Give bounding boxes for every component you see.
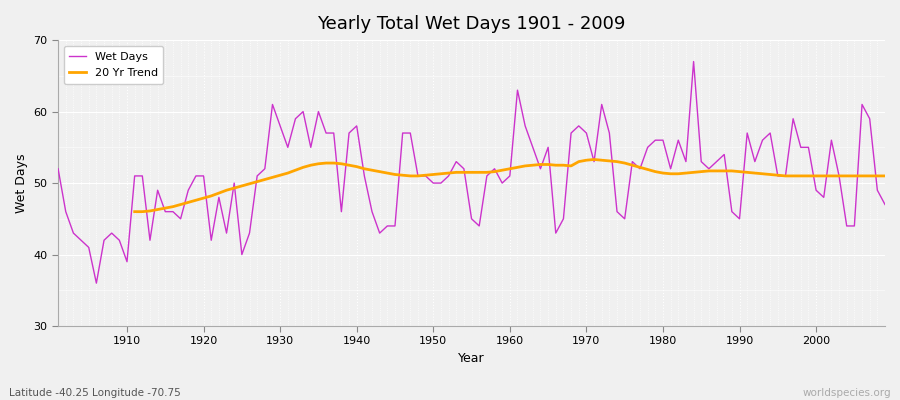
- Wet Days: [336, 209, 346, 214]
- Wet Days: [604, 131, 615, 136]
- 20 Yr Trend: [359, 166, 370, 171]
- Line: 20 Yr Trend: 20 Yr Trend: [135, 160, 885, 212]
- Wet Days: [504, 174, 515, 178]
- 20 Yr Trend: [726, 168, 737, 173]
- Wet Days: [688, 59, 699, 64]
- Line: Wet Days: Wet Days: [58, 62, 885, 283]
- Legend: Wet Days, 20 Yr Trend: Wet Days, 20 Yr Trend: [64, 46, 164, 84]
- Wet Days: [879, 202, 890, 207]
- Text: worldspecies.org: worldspecies.org: [803, 388, 891, 398]
- 20 Yr Trend: [130, 209, 140, 214]
- Title: Yearly Total Wet Days 1901 - 2009: Yearly Total Wet Days 1901 - 2009: [318, 15, 626, 33]
- 20 Yr Trend: [328, 161, 339, 166]
- X-axis label: Year: Year: [458, 352, 485, 365]
- Wet Days: [512, 88, 523, 92]
- 20 Yr Trend: [879, 174, 890, 178]
- Wet Days: [122, 259, 132, 264]
- Wet Days: [290, 116, 301, 121]
- 20 Yr Trend: [589, 157, 599, 162]
- Y-axis label: Wet Days: Wet Days: [15, 153, 28, 213]
- Wet Days: [53, 166, 64, 171]
- 20 Yr Trend: [527, 163, 538, 168]
- 20 Yr Trend: [504, 166, 515, 171]
- Wet Days: [91, 281, 102, 286]
- 20 Yr Trend: [305, 163, 316, 168]
- Text: Latitude -40.25 Longitude -70.75: Latitude -40.25 Longitude -70.75: [9, 388, 181, 398]
